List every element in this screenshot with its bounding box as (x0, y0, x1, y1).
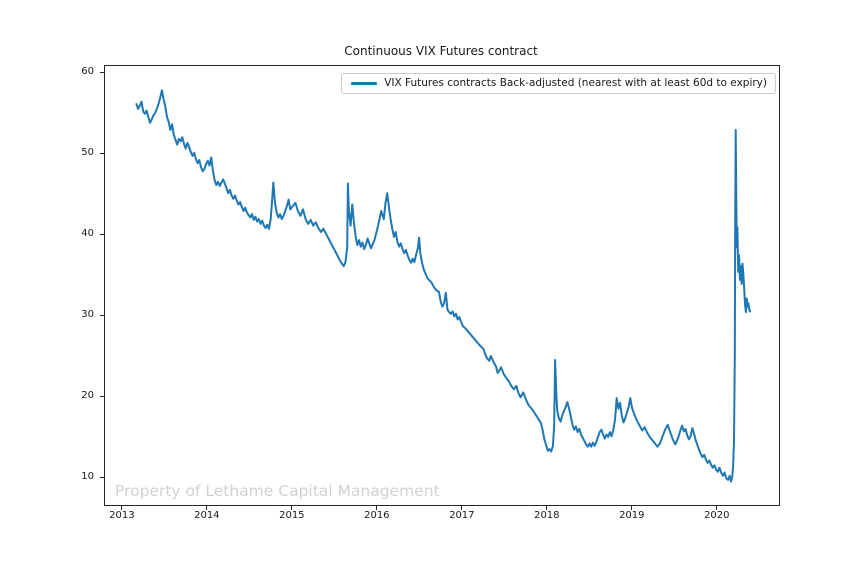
x-tick-mark (546, 506, 548, 510)
y-tick-label: 30 (81, 309, 94, 321)
vix-line-chart-canvas (135, 89, 752, 483)
y-tick-mark (100, 71, 104, 73)
x-tick-mark (716, 506, 718, 510)
y-tick-mark (100, 233, 104, 235)
x-tick-label: 2015 (279, 510, 305, 521)
legend-label: VIX Futures contracts Back-adjusted (nea… (384, 77, 767, 89)
x-tick-mark (631, 506, 633, 510)
x-tick-label: 2013 (109, 510, 135, 521)
chart-title: Continuous VIX Futures contract (344, 44, 538, 58)
y-tick-mark (100, 152, 104, 154)
plot-area: Property of Lethame Capital Management V… (104, 65, 780, 506)
x-tick-mark (121, 506, 123, 510)
x-tick-mark (461, 506, 463, 510)
vix-series-line (135, 89, 752, 483)
x-tick-label: 2017 (449, 510, 475, 521)
x-tick-label: 2018 (534, 510, 560, 521)
y-tick-label: 60 (81, 66, 94, 78)
legend: VIX Futures contracts Back-adjusted (nea… (341, 73, 776, 94)
x-tick-label: 2020 (704, 510, 730, 521)
y-tick-label: 20 (81, 390, 94, 402)
y-tick-mark (100, 395, 104, 397)
y-tick-mark (100, 314, 104, 316)
x-tick-mark (376, 506, 378, 510)
y-tick-label: 40 (81, 228, 94, 240)
y-tick-label: 10 (81, 471, 94, 483)
x-tick-mark (291, 506, 293, 510)
watermark-text: Property of Lethame Capital Management (115, 482, 440, 500)
legend-line-sample (351, 81, 378, 85)
x-tick-label: 2019 (619, 510, 645, 521)
x-tick-label: 2016 (364, 510, 390, 521)
y-tick-mark (100, 476, 104, 478)
x-tick-mark (206, 506, 208, 510)
x-tick-label: 2014 (194, 510, 220, 521)
y-tick-label: 50 (81, 147, 94, 159)
